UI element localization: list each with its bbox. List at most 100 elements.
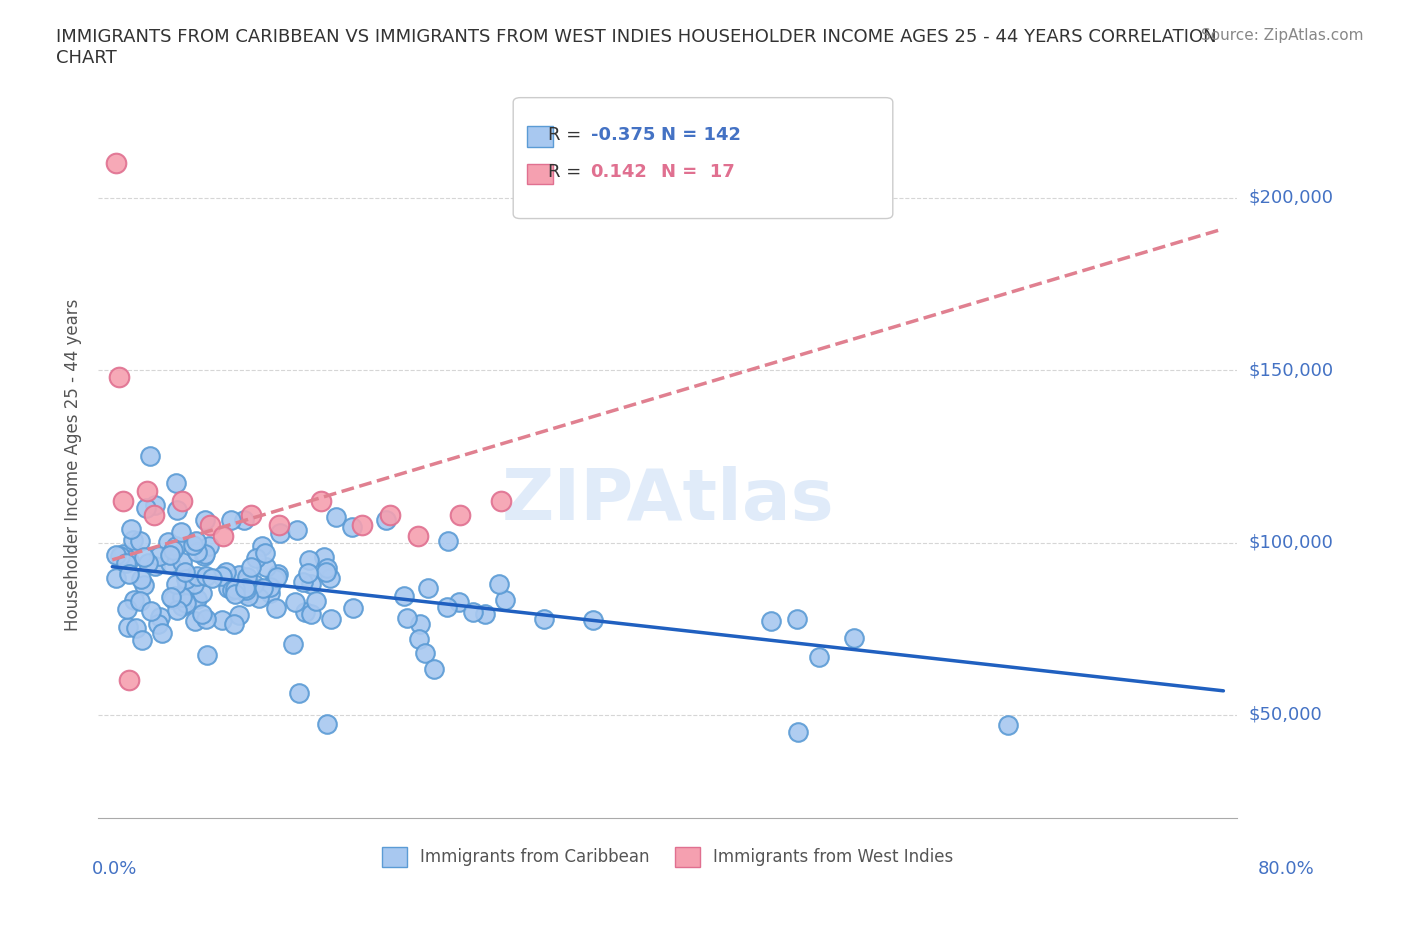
Point	[340, 519, 363, 534]
Point	[172, 598, 194, 613]
Point	[254, 546, 277, 561]
Text: IMMIGRANTS FROM CARIBBEAN VS IMMIGRANTS FROM WEST INDIES HOUSEHOLDER INCOME AGES: IMMIGRANTS FROM CARIBBEAN VS IMMIGRANTS …	[56, 28, 1216, 67]
Point	[195, 647, 218, 662]
Point	[807, 649, 830, 664]
Point	[117, 566, 139, 581]
Point	[267, 566, 290, 581]
Point	[489, 494, 512, 509]
Point	[174, 595, 197, 610]
Point	[120, 522, 142, 537]
Point	[474, 607, 496, 622]
Point	[997, 718, 1019, 733]
Point	[264, 600, 287, 615]
Point	[186, 568, 208, 583]
Point	[235, 582, 257, 597]
Point	[105, 156, 128, 171]
Text: -0.375: -0.375	[591, 126, 655, 144]
Point	[239, 560, 262, 575]
Text: N =  17: N = 17	[661, 163, 734, 181]
Point	[281, 636, 304, 651]
Point	[299, 606, 322, 621]
Point	[172, 554, 194, 569]
Point	[297, 552, 319, 567]
Text: 0.0%: 0.0%	[91, 860, 136, 878]
Text: $150,000: $150,000	[1249, 361, 1334, 379]
Point	[316, 560, 339, 575]
Point	[132, 550, 155, 565]
Point	[194, 547, 217, 562]
Point	[198, 518, 221, 533]
Point	[125, 620, 148, 635]
Point	[375, 512, 398, 527]
Point	[240, 508, 263, 523]
Point	[139, 604, 162, 618]
Point	[195, 612, 218, 627]
Point	[291, 575, 314, 590]
Point	[159, 555, 181, 570]
Point	[254, 560, 277, 575]
Point	[314, 550, 336, 565]
Point	[409, 617, 432, 631]
Point	[395, 610, 418, 625]
Point	[166, 603, 188, 618]
Point	[111, 547, 134, 562]
Point	[108, 549, 131, 564]
Point	[136, 484, 159, 498]
Point	[235, 569, 257, 584]
Text: 80.0%: 80.0%	[1258, 860, 1315, 878]
Point	[321, 612, 343, 627]
Text: 0.142: 0.142	[591, 163, 647, 181]
Point	[194, 512, 217, 527]
Point	[148, 617, 170, 631]
Point	[266, 569, 288, 584]
Point	[122, 592, 145, 607]
Point	[413, 645, 436, 660]
Point	[190, 606, 212, 621]
Text: ZIPAtlas: ZIPAtlas	[502, 466, 834, 535]
Point	[135, 500, 157, 515]
Point	[221, 583, 243, 598]
Point	[259, 580, 281, 595]
Point	[228, 568, 250, 583]
Point	[378, 508, 401, 523]
Point	[297, 565, 319, 580]
Point	[105, 548, 128, 563]
Point	[252, 580, 274, 595]
Point	[352, 518, 374, 533]
Point	[211, 568, 233, 583]
Point	[406, 528, 429, 543]
Point	[174, 571, 197, 586]
Point	[259, 586, 281, 601]
Point	[165, 538, 187, 553]
Point	[264, 572, 287, 587]
Point	[105, 571, 128, 586]
Text: N = 142: N = 142	[661, 126, 741, 144]
Point	[143, 498, 166, 512]
Point	[215, 565, 238, 580]
Point	[166, 502, 188, 517]
Point	[193, 549, 215, 564]
Point	[236, 589, 259, 604]
Point	[148, 549, 170, 564]
Point	[129, 572, 152, 587]
Point	[786, 611, 808, 626]
Point	[224, 617, 246, 631]
Point	[157, 535, 180, 550]
Point	[197, 538, 219, 553]
Point	[250, 539, 273, 554]
Point	[115, 602, 138, 617]
Point	[269, 525, 291, 540]
Point	[162, 542, 184, 557]
Point	[325, 510, 347, 525]
Point	[186, 545, 208, 560]
Point	[118, 553, 141, 568]
Text: $50,000: $50,000	[1249, 706, 1323, 724]
Point	[436, 534, 458, 549]
Point	[449, 594, 471, 609]
Point	[150, 626, 173, 641]
Point	[233, 580, 256, 595]
Text: Source: ZipAtlas.com: Source: ZipAtlas.com	[1201, 28, 1364, 43]
Point	[165, 577, 187, 591]
Text: $100,000: $100,000	[1249, 534, 1333, 551]
Point	[844, 631, 866, 645]
